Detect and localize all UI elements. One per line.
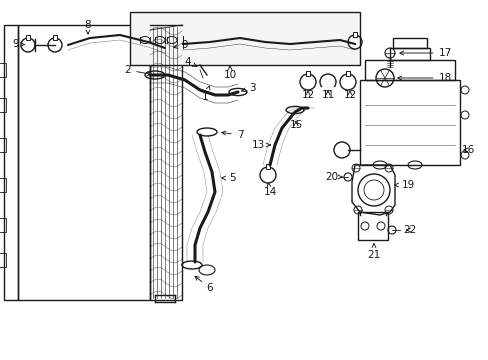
Bar — [357, 212, 387, 240]
Text: 6: 6 — [195, 276, 213, 293]
Text: 19: 19 — [394, 180, 414, 190]
Text: 15: 15 — [289, 120, 302, 130]
Bar — [359, 80, 459, 165]
Bar — [346, 71, 349, 76]
Text: 21: 21 — [366, 244, 380, 260]
Text: 9: 9 — [13, 39, 25, 49]
Bar — [364, 60, 454, 80]
Text: 11: 11 — [321, 90, 334, 100]
Text: 5: 5 — [222, 173, 235, 183]
Bar — [26, 35, 30, 40]
Bar — [305, 71, 309, 76]
Bar — [168, 38, 172, 43]
Text: 10: 10 — [223, 66, 236, 80]
Bar — [352, 32, 356, 37]
Text: 7: 7 — [221, 130, 243, 140]
Text: 4: 4 — [184, 57, 196, 67]
Text: 18: 18 — [397, 73, 451, 83]
Text: 17: 17 — [399, 48, 451, 58]
Bar — [0, 63, 6, 77]
Bar — [150, 25, 182, 300]
Text: 2: 2 — [124, 65, 151, 76]
Bar — [0, 253, 6, 267]
Bar — [0, 218, 6, 232]
Bar — [0, 138, 6, 152]
Bar — [18, 25, 150, 300]
Text: 3: 3 — [241, 83, 255, 93]
Bar — [0, 98, 6, 112]
Bar — [389, 48, 429, 60]
Bar — [130, 12, 359, 65]
Bar — [265, 164, 269, 169]
Text: 8: 8 — [84, 20, 91, 34]
Bar — [53, 35, 57, 40]
Text: 12: 12 — [301, 90, 314, 100]
Text: 12: 12 — [343, 90, 356, 100]
Text: 9: 9 — [173, 40, 188, 50]
Text: 16: 16 — [461, 145, 474, 155]
Text: 13: 13 — [251, 140, 270, 150]
Text: 14: 14 — [263, 183, 276, 197]
Bar — [0, 178, 6, 192]
Text: 22: 22 — [403, 225, 416, 235]
Text: 20: 20 — [325, 172, 341, 182]
Bar — [392, 38, 426, 48]
Text: 1: 1 — [201, 86, 209, 102]
